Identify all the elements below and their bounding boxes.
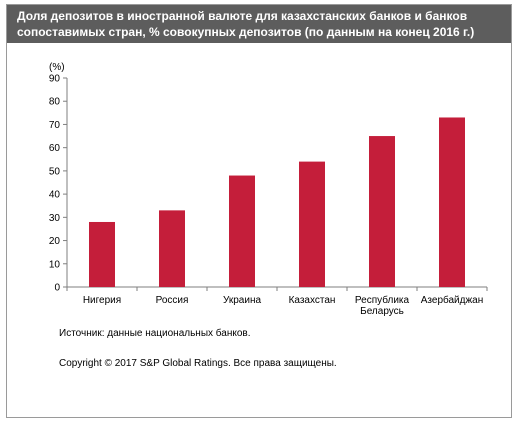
y-tick-label: 50 bbox=[49, 166, 61, 177]
y-tick-label: 0 bbox=[54, 283, 60, 294]
copyright-note: Copyright © 2017 S&P Global Ratings. Все… bbox=[59, 358, 337, 369]
x-tick-label: Азербайджан bbox=[421, 294, 484, 306]
bar bbox=[369, 136, 395, 287]
bar bbox=[299, 161, 325, 287]
x-tick-label: Республика bbox=[355, 294, 410, 306]
chart-title-line-1: Доля депозитов в иностранной валюте для … bbox=[17, 9, 468, 23]
y-tick-label: 40 bbox=[49, 190, 61, 201]
bar-chart: 0 10 20 30 40 50 60 70 80 90 Нигерия Россия Украина… bbox=[49, 62, 488, 317]
category-labels: Нигерия Россия Украина Казахстан РеспубликаБ… bbox=[83, 294, 483, 317]
chart-frame: Доля депозитов в иностранной валюте для … bbox=[6, 4, 512, 418]
y-axis-unit-label: (%) bbox=[49, 62, 65, 73]
y-tick-label: 60 bbox=[49, 143, 61, 154]
x-tick-label: Нигерия bbox=[83, 295, 121, 306]
y-tick-label: 80 bbox=[49, 97, 61, 108]
x-tick-label: Казахстан bbox=[289, 295, 336, 306]
bar bbox=[159, 210, 185, 287]
x-tick-label: Украина bbox=[223, 295, 262, 306]
y-tick-label: 30 bbox=[49, 213, 61, 224]
x-tick-label: Беларусь bbox=[360, 306, 404, 317]
y-tick-label: 20 bbox=[49, 236, 61, 247]
source-note: Источник: данные национальных банков. bbox=[59, 328, 251, 339]
y-tick-label: 90 bbox=[49, 74, 61, 85]
y-tick-label: 70 bbox=[49, 120, 61, 131]
x-tick-label: Россия bbox=[156, 295, 189, 306]
x-axis bbox=[66, 286, 488, 291]
chart-title-line-2: сопоставимых стран, % совокупных депозит… bbox=[17, 25, 475, 39]
y-tick-label: 10 bbox=[49, 259, 61, 270]
bar bbox=[229, 175, 255, 287]
bar bbox=[89, 221, 115, 287]
bar bbox=[439, 117, 465, 287]
bars bbox=[89, 117, 465, 287]
chart-title: Доля депозитов в иностранной валюте для … bbox=[7, 5, 511, 43]
y-axis: 0 10 20 30 40 50 60 70 80 90 bbox=[49, 74, 68, 294]
